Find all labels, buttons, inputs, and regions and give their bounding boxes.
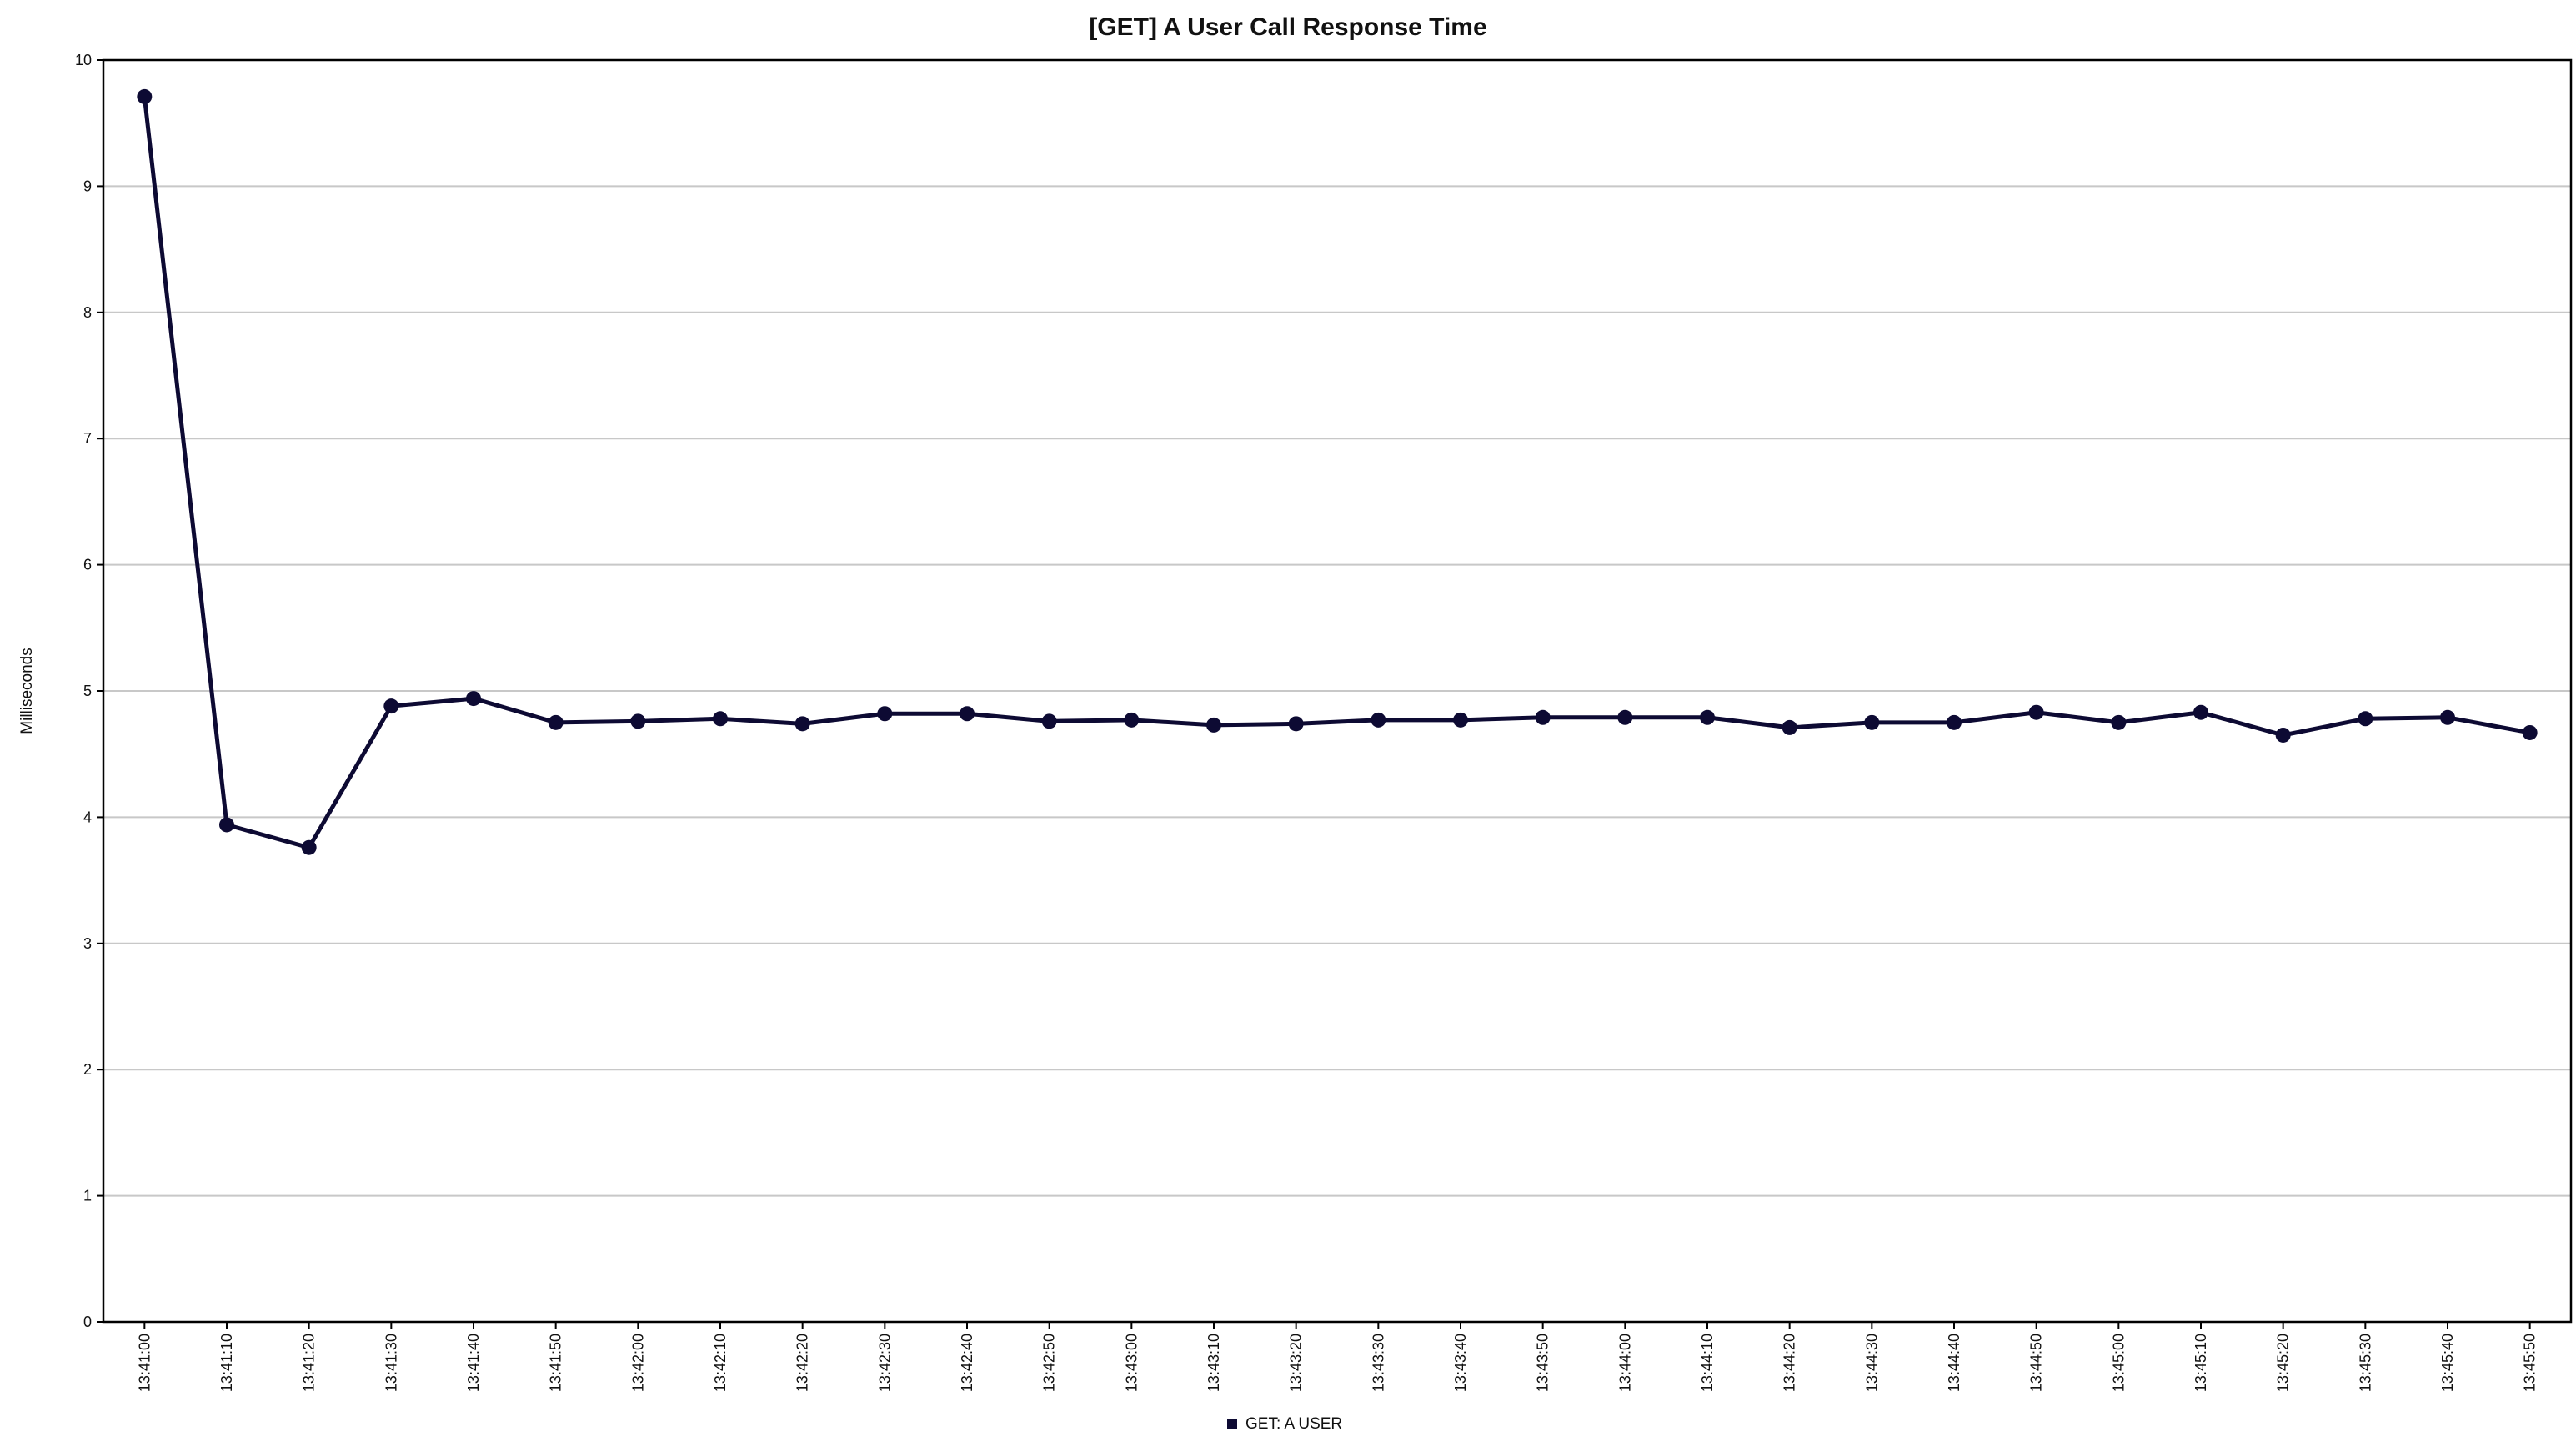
x-tick-label: 13:42:40	[959, 1334, 975, 1392]
x-tick-label: 13:41:00	[136, 1334, 153, 1392]
y-tick-label: 9	[83, 178, 92, 194]
x-tick-label: 13:43:10	[1205, 1334, 1222, 1392]
data-point	[1288, 716, 1304, 732]
y-tick-label: 10	[75, 52, 92, 68]
x-tick-label: 13:44:20	[1782, 1334, 1798, 1392]
y-tick-label: 3	[83, 935, 92, 952]
data-point	[383, 698, 399, 714]
x-tick-label: 13:41:50	[548, 1334, 564, 1392]
data-point	[1947, 714, 1962, 730]
x-tick-label: 13:43:40	[1452, 1334, 1469, 1392]
x-tick-label: 13:45:10	[2193, 1334, 2209, 1392]
series-line	[142, 94, 2533, 850]
y-tick-label: 4	[83, 809, 92, 825]
data-point	[1206, 717, 1221, 733]
x-tick-label: 13:43:50	[1535, 1334, 1551, 1392]
data-point	[2440, 709, 2455, 725]
x-tick-label: 13:45:00	[2110, 1334, 2127, 1392]
legend-swatch	[1227, 1419, 1237, 1429]
data-point	[794, 716, 810, 732]
data-point	[1453, 712, 1468, 728]
chart-title: [GET] A User Call Response Time	[1089, 13, 1486, 41]
data-point	[2522, 724, 2538, 740]
x-tick-label: 13:45:20	[2275, 1334, 2292, 1392]
x-tick-label: 13:41:30	[383, 1334, 399, 1392]
y-tick-label: 6	[83, 557, 92, 573]
data-point	[2028, 704, 2044, 720]
data-point	[1041, 713, 1057, 729]
data-point	[548, 714, 564, 730]
data-point	[2111, 714, 2127, 730]
data-point	[713, 711, 728, 727]
x-tick-label: 13:42:20	[794, 1334, 811, 1392]
data-point	[2193, 704, 2208, 720]
x-tick-label: 13:44:00	[1616, 1334, 1633, 1392]
data-point	[1371, 712, 1386, 728]
y-axis-ticks: 0 1 2 3 4 5 6 7 8 9 10	[75, 52, 103, 1330]
y-tick-label: 7	[83, 430, 92, 447]
y-tick-label: 1	[83, 1188, 92, 1204]
data-point	[1864, 714, 1880, 730]
x-tick-label: 13:41:20	[301, 1334, 318, 1392]
x-tick-label: 13:45:50	[2522, 1334, 2538, 1392]
y-axis-label: Milliseconds	[18, 648, 36, 734]
data-point	[2275, 727, 2291, 743]
x-tick-label: 13:42:10	[712, 1334, 729, 1392]
data-point	[466, 691, 481, 707]
x-tick-label: 13:44:10	[1699, 1334, 1716, 1392]
y-tick-label: 5	[83, 683, 92, 699]
x-tick-label: 13:43:00	[1123, 1334, 1140, 1392]
x-axis-ticks: 13:41:00 13:41:10 13:41:20 13:41:30 13:41:40…	[136, 1322, 2538, 1392]
y-tick-label: 2	[83, 1061, 92, 1078]
x-tick-label: 13:45:30	[2357, 1334, 2373, 1392]
x-tick-label: 13:43:20	[1288, 1334, 1305, 1392]
x-tick-label: 13:42:30	[876, 1334, 893, 1392]
grid-lines	[103, 185, 2571, 1197]
data-point	[1124, 712, 1140, 728]
legend: GET: A USER	[1227, 1415, 1342, 1433]
data-point	[877, 706, 893, 722]
x-tick-label: 13:42:50	[1041, 1334, 1058, 1392]
x-tick-label: 13:44:40	[1946, 1334, 1962, 1392]
legend-label: GET: A USER	[1245, 1415, 1342, 1433]
x-tick-label: 13:43:30	[1370, 1334, 1386, 1392]
x-tick-label: 13:41:40	[465, 1334, 482, 1392]
series-layer	[137, 88, 2538, 855]
y-tick-label: 8	[83, 304, 92, 321]
x-tick-label: 13:42:00	[629, 1334, 646, 1392]
data-point	[630, 713, 646, 729]
y-tick-label: 0	[83, 1314, 92, 1330]
data-point	[960, 706, 975, 722]
x-tick-label: 13:45:40	[2439, 1334, 2456, 1392]
data-point	[1700, 709, 1715, 725]
data-point	[301, 839, 317, 855]
x-tick-label: 13:44:30	[1863, 1334, 1880, 1392]
x-tick-label: 13:41:10	[218, 1334, 235, 1392]
data-point	[1535, 709, 1551, 725]
x-tick-label: 13:44:50	[2028, 1334, 2045, 1392]
series-0	[137, 88, 2538, 855]
data-point	[219, 817, 234, 833]
data-point	[2358, 711, 2373, 727]
data-point	[137, 88, 153, 104]
data-point	[1782, 719, 1797, 735]
data-point	[1617, 709, 1633, 725]
